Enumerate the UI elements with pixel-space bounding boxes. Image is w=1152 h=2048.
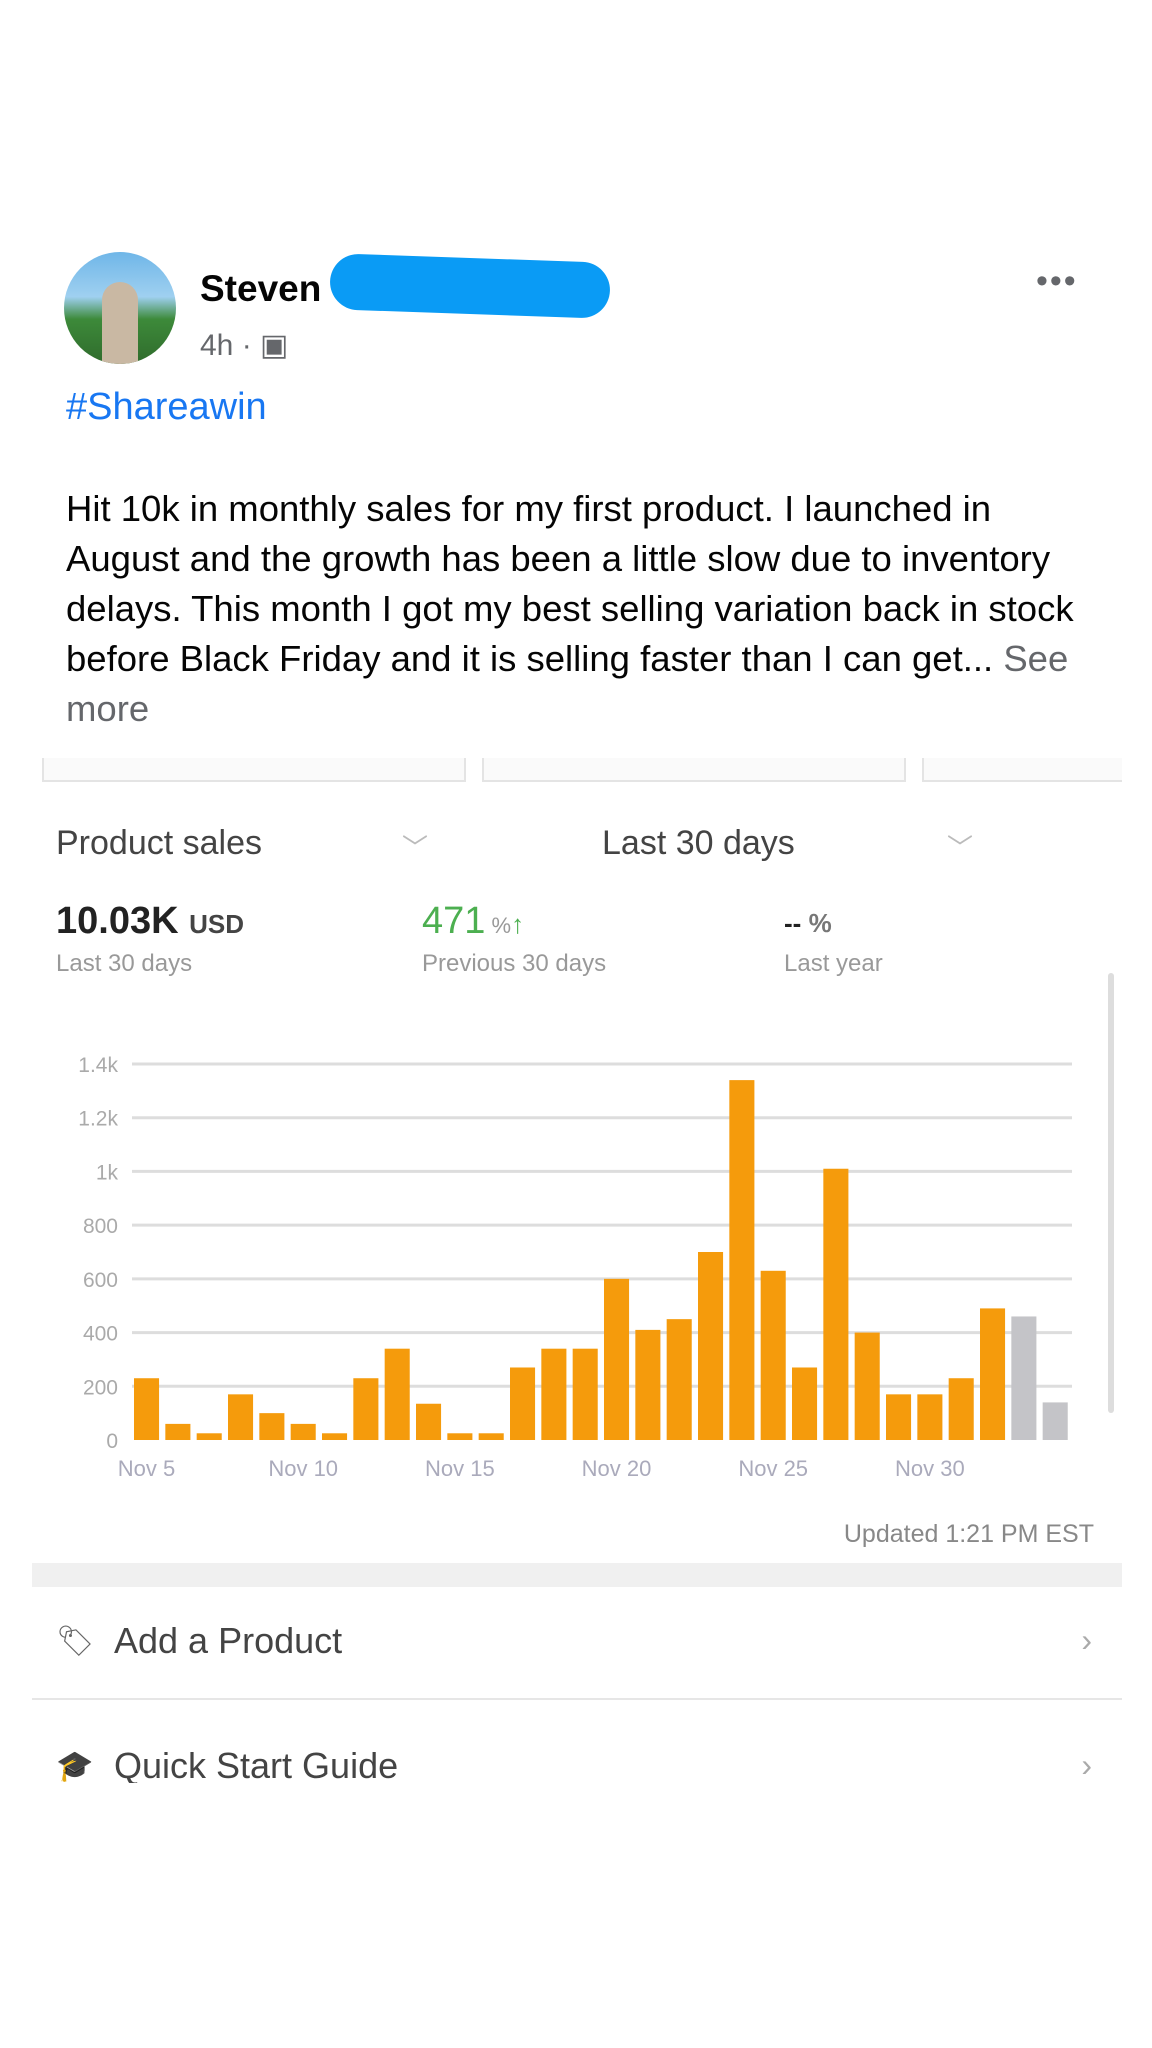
divider <box>32 1563 1122 1587</box>
avatar[interactable] <box>64 252 176 364</box>
y-tick-label: 1.2k <box>78 1108 118 1131</box>
bar <box>886 1394 912 1440</box>
bar <box>416 1403 442 1440</box>
arrow-up-icon: ↑ <box>511 909 525 939</box>
bar <box>604 1278 630 1440</box>
bar <box>353 1378 379 1440</box>
bar <box>196 1433 222 1440</box>
x-tick-label: Nov 30 <box>895 1456 965 1481</box>
x-tick-label: Nov 5 <box>118 1456 175 1481</box>
top-card <box>922 758 1122 782</box>
stat-total: 10.03K USD <box>56 900 245 942</box>
bar <box>792 1367 818 1440</box>
bar <box>854 1332 880 1440</box>
ellipsis-icon[interactable]: ••• <box>1036 262 1078 300</box>
hashtag-link[interactable]: #Shareawin <box>66 386 267 428</box>
updated-timestamp: Updated 1:21 PM EST <box>843 1520 1094 1548</box>
chevron-down-icon[interactable]: ﹀ <box>947 833 974 863</box>
bar <box>541 1348 567 1440</box>
bar <box>729 1080 755 1440</box>
author-name[interactable]: Steven <box>200 268 322 309</box>
x-tick-label: Nov 15 <box>425 1456 495 1481</box>
stat-total-label: Last 30 days <box>56 950 193 977</box>
stat-yoy-label: Last year <box>784 950 883 977</box>
bar <box>948 1378 974 1440</box>
graduation-cap-icon: 🎓 <box>56 1750 94 1783</box>
y-tick-label: 600 <box>83 1269 118 1292</box>
y-tick-label: 200 <box>83 1376 118 1399</box>
bar <box>290 1423 316 1440</box>
bar <box>698 1252 724 1440</box>
scrollbar[interactable] <box>1108 973 1114 1413</box>
stat-change-label: Previous 30 days <box>422 950 607 977</box>
bar <box>165 1423 191 1440</box>
bar <box>447 1433 473 1440</box>
y-tick-label: 800 <box>83 1215 118 1238</box>
x-tick-label: Nov 25 <box>738 1456 808 1481</box>
post-meta: 4h · ▣ <box>200 329 289 362</box>
chevron-right-icon: › <box>1081 1622 1092 1658</box>
bar <box>478 1433 504 1440</box>
bar <box>572 1348 598 1440</box>
metric-select[interactable]: Product sales <box>56 824 262 862</box>
group-icon: ▣ <box>260 329 289 362</box>
post-time[interactable]: 4h <box>200 329 234 362</box>
sales-bar-chart: 0 200 400 600 800 1k 1.2k 1.4k Nov 5 Nov 10 Nov 15… <box>78 1054 1072 1481</box>
bar <box>384 1348 410 1440</box>
tag-icon: 🏷 <box>56 1625 95 1658</box>
y-tick-label: 0 <box>106 1430 118 1453</box>
bar <box>917 1394 943 1440</box>
add-product-row[interactable]: 🏷 Add a Product › <box>32 1588 1122 1700</box>
add-product-label: Add a Product <box>114 1620 343 1661</box>
range-select[interactable]: Last 30 days <box>602 824 795 862</box>
chevron-down-icon[interactable]: ﹀ <box>402 833 429 863</box>
quick-start-row[interactable]: 🎓 Quick Start Guide › <box>32 1713 1122 1783</box>
bar <box>980 1308 1006 1440</box>
x-tick-label: Nov 10 <box>268 1456 338 1481</box>
post-body: Hit 10k in monthly sales for my first pr… <box>66 484 1106 734</box>
bar <box>228 1394 254 1440</box>
bar <box>760 1270 786 1440</box>
x-tick-label: Nov 20 <box>582 1456 652 1481</box>
stat-yoy: -- % <box>784 908 832 938</box>
chevron-right-icon: › <box>1081 1747 1092 1783</box>
bar <box>322 1433 348 1440</box>
bar <box>1042 1402 1068 1440</box>
quick-start-label: Quick Start Guide <box>114 1745 399 1783</box>
bar <box>666 1319 692 1440</box>
y-tick-label: 1k <box>96 1161 119 1184</box>
bar <box>635 1329 661 1440</box>
bar <box>823 1168 849 1440</box>
stat-change: 471 %↑ <box>422 900 525 942</box>
bar <box>1011 1316 1037 1440</box>
bar <box>134 1378 160 1440</box>
see-more-link[interactable]: See more <box>66 638 1069 729</box>
top-card <box>42 758 466 782</box>
sales-screenshot: Product sales ﹀ Last 30 days ﹀ 10.03K US… <box>32 758 1122 1783</box>
y-tick-label: 400 <box>83 1323 118 1346</box>
bar <box>259 1413 285 1440</box>
top-card <box>482 758 906 782</box>
y-tick-label: 1.4k <box>78 1054 118 1077</box>
bar <box>510 1367 536 1440</box>
post-text: Hit 10k in monthly sales for my first pr… <box>66 488 1074 679</box>
redaction-scribble <box>329 253 611 319</box>
